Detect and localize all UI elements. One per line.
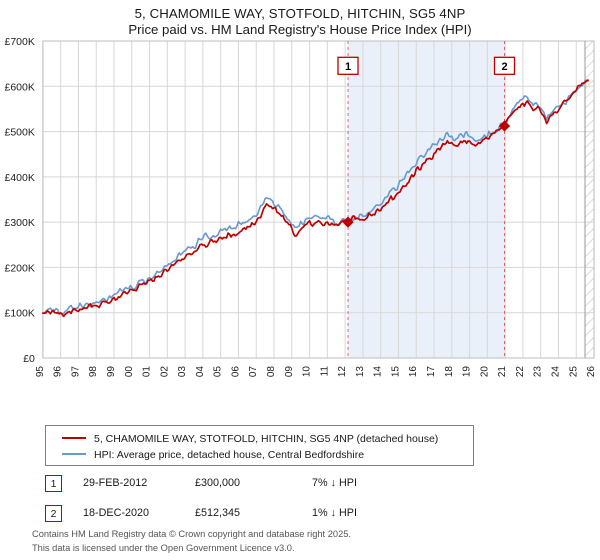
svg-text:18: 18 bbox=[444, 366, 455, 378]
svg-text:£300K: £300K bbox=[5, 217, 35, 229]
svg-text:21: 21 bbox=[497, 366, 508, 378]
svg-text:14: 14 bbox=[373, 366, 384, 378]
svg-text:95: 95 bbox=[35, 366, 46, 378]
svg-text:19: 19 bbox=[462, 366, 473, 378]
svg-text:97: 97 bbox=[70, 366, 81, 378]
svg-text:22: 22 bbox=[515, 366, 526, 378]
svg-text:1: 1 bbox=[345, 61, 351, 73]
svg-text:10: 10 bbox=[302, 366, 313, 378]
svg-text:96: 96 bbox=[53, 366, 64, 378]
svg-text:24: 24 bbox=[550, 366, 561, 378]
svg-text:09: 09 bbox=[284, 366, 295, 378]
svg-text:£400K: £400K bbox=[5, 172, 35, 184]
svg-text:£600K: £600K bbox=[5, 81, 35, 93]
svg-text:£100K: £100K bbox=[5, 308, 35, 320]
svg-text:05: 05 bbox=[213, 366, 224, 378]
svg-text:11: 11 bbox=[319, 366, 330, 377]
svg-text:25: 25 bbox=[568, 366, 579, 378]
svg-text:99: 99 bbox=[106, 366, 117, 378]
svg-text:00: 00 bbox=[124, 366, 135, 378]
svg-text:23: 23 bbox=[533, 366, 544, 378]
svg-text:03: 03 bbox=[177, 366, 188, 378]
svg-text:02: 02 bbox=[159, 366, 170, 378]
svg-text:17: 17 bbox=[426, 366, 437, 378]
svg-text:15: 15 bbox=[390, 366, 401, 378]
svg-text:£500K: £500K bbox=[5, 127, 35, 139]
svg-text:16: 16 bbox=[408, 366, 419, 378]
svg-text:£700K: £700K bbox=[5, 36, 35, 48]
svg-text:98: 98 bbox=[88, 366, 99, 378]
svg-text:13: 13 bbox=[355, 366, 366, 378]
svg-text:20: 20 bbox=[479, 366, 490, 378]
svg-text:07: 07 bbox=[248, 366, 259, 378]
svg-text:£0: £0 bbox=[23, 353, 35, 365]
svg-text:26: 26 bbox=[586, 366, 597, 378]
svg-text:04: 04 bbox=[195, 366, 206, 378]
svg-text:12: 12 bbox=[337, 366, 348, 378]
svg-text:01: 01 bbox=[142, 366, 153, 378]
svg-text:2: 2 bbox=[501, 61, 507, 73]
svg-text:06: 06 bbox=[230, 366, 241, 378]
svg-text:£200K: £200K bbox=[5, 262, 35, 274]
svg-text:08: 08 bbox=[266, 366, 277, 378]
